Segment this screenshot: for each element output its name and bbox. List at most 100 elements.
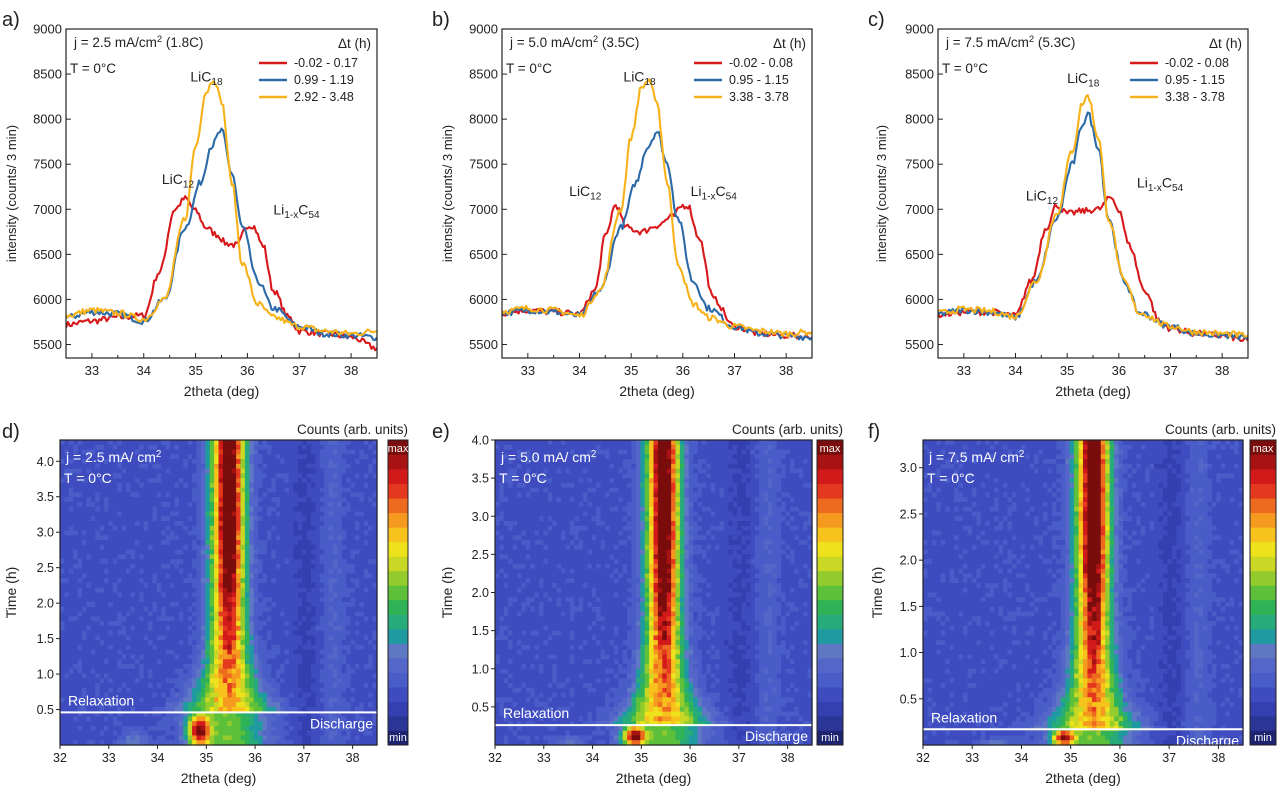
heatmap-cell — [341, 573, 347, 579]
heatmap-cell — [363, 644, 369, 651]
heatmap-cell — [86, 649, 92, 656]
heatmap-cell — [324, 683, 330, 689]
heatmap-cell — [86, 740, 92, 746]
heatmap-cell — [68, 578, 74, 584]
heatmap-cell — [121, 602, 127, 608]
heatmap-cell — [77, 573, 83, 579]
heatmap-cell — [302, 535, 308, 541]
heatmap-cell — [249, 683, 255, 689]
heatmap-cell — [152, 482, 158, 489]
heatmap-cell — [284, 678, 290, 684]
heatmap-cell — [64, 611, 70, 617]
heatmap-cell — [310, 740, 316, 746]
heatmap-cell — [222, 544, 228, 551]
heatmap-cell — [192, 673, 198, 679]
heatmap-cell — [732, 444, 738, 451]
heatmap-cell — [297, 554, 303, 560]
heatmap-cell — [161, 549, 167, 555]
heatmap-cell — [77, 678, 83, 684]
heatmap-cell — [139, 501, 145, 508]
heatmap-cell — [328, 687, 334, 694]
heatmap-cell — [319, 454, 325, 460]
heatmap-cell — [240, 673, 246, 679]
heatmap-cell — [90, 521, 96, 527]
heatmap-cell — [244, 635, 250, 641]
heatmap-cell — [302, 673, 308, 679]
heatmap-cell — [306, 592, 312, 598]
heatmap-cell — [341, 692, 347, 698]
heatmap-cell — [328, 535, 334, 541]
heatmap-cell — [156, 654, 162, 660]
heatmap-cell — [302, 506, 308, 513]
heatmap-cell — [346, 730, 352, 737]
heatmap-cell — [90, 597, 96, 603]
heatmap-cell — [130, 621, 136, 627]
heatmap-cell — [139, 687, 145, 694]
heatmap-cell — [302, 711, 308, 718]
heatmap-cell — [82, 606, 88, 613]
heatmap-cell — [209, 554, 215, 560]
heatmap-cell — [170, 540, 176, 546]
heatmap-cell — [706, 444, 712, 451]
heatmap-cell — [214, 716, 220, 722]
heatmap-cell — [354, 473, 360, 479]
heatmap-cell — [134, 702, 140, 708]
heatmap-cell — [108, 602, 114, 608]
heatmap-cell — [337, 721, 343, 727]
heatmap-cell — [332, 597, 338, 603]
heatmap-cell — [302, 459, 308, 465]
heatmap-cell — [130, 625, 136, 632]
heatmap-cell — [170, 630, 176, 636]
heatmap-cell — [218, 730, 224, 737]
heatmap-cell — [165, 606, 171, 613]
heatmap-cell — [161, 621, 167, 627]
heatmap-cell — [152, 630, 158, 636]
heatmap-cell — [728, 444, 734, 451]
heatmap-cell — [68, 597, 74, 603]
heatmap-cell — [253, 721, 259, 727]
heatmap-cell — [95, 663, 101, 670]
heatmap-cell — [161, 454, 167, 460]
heatmap-cell — [302, 468, 308, 474]
heatmap-cell — [341, 735, 347, 741]
heatmap-cell — [324, 506, 330, 513]
heatmap-cell — [372, 735, 378, 741]
heatmap-cell — [117, 501, 123, 508]
heatmap-cell — [258, 721, 264, 727]
heatmap-cell — [209, 530, 215, 536]
heatmap-cell — [368, 463, 374, 470]
heatmap-cell — [222, 721, 228, 727]
y-tick-label: 8500 — [905, 67, 934, 82]
heatmap-cell — [249, 687, 255, 694]
heatmap-cell — [148, 649, 154, 656]
heatmap-cell — [332, 535, 338, 541]
heatmap-cell — [222, 606, 228, 613]
heatmap-cell — [368, 544, 374, 551]
heatmap-cell — [262, 511, 268, 517]
heatmap-cell — [359, 578, 365, 584]
heatmap-cell — [750, 444, 756, 451]
heatmap-cell — [258, 740, 264, 746]
heatmap-cell — [156, 487, 162, 494]
heatmap-cell — [288, 506, 294, 513]
heatmap-cell — [77, 740, 83, 746]
heatmap-cell — [60, 630, 65, 636]
heatmap-cell — [328, 630, 334, 636]
heatmap-cell — [64, 721, 70, 727]
heatmap-cell — [148, 582, 154, 589]
heatmap-cell — [240, 449, 246, 455]
heatmap-cell — [214, 459, 220, 465]
heatmap-cell — [99, 501, 105, 508]
heatmap-cell — [117, 492, 123, 498]
heatmap-cell — [86, 692, 92, 698]
heatmap-cell — [240, 630, 246, 636]
heatmap-cell — [297, 559, 303, 565]
heatmap-cell — [346, 459, 352, 465]
heatmap-cell — [350, 640, 356, 646]
heatmap-cell — [178, 516, 184, 522]
heatmap-cell — [112, 625, 118, 632]
heatmap-cell — [310, 630, 316, 636]
heatmap-cell — [192, 640, 198, 646]
heatmap-cell — [214, 635, 220, 641]
heatmap-cell — [332, 525, 338, 532]
